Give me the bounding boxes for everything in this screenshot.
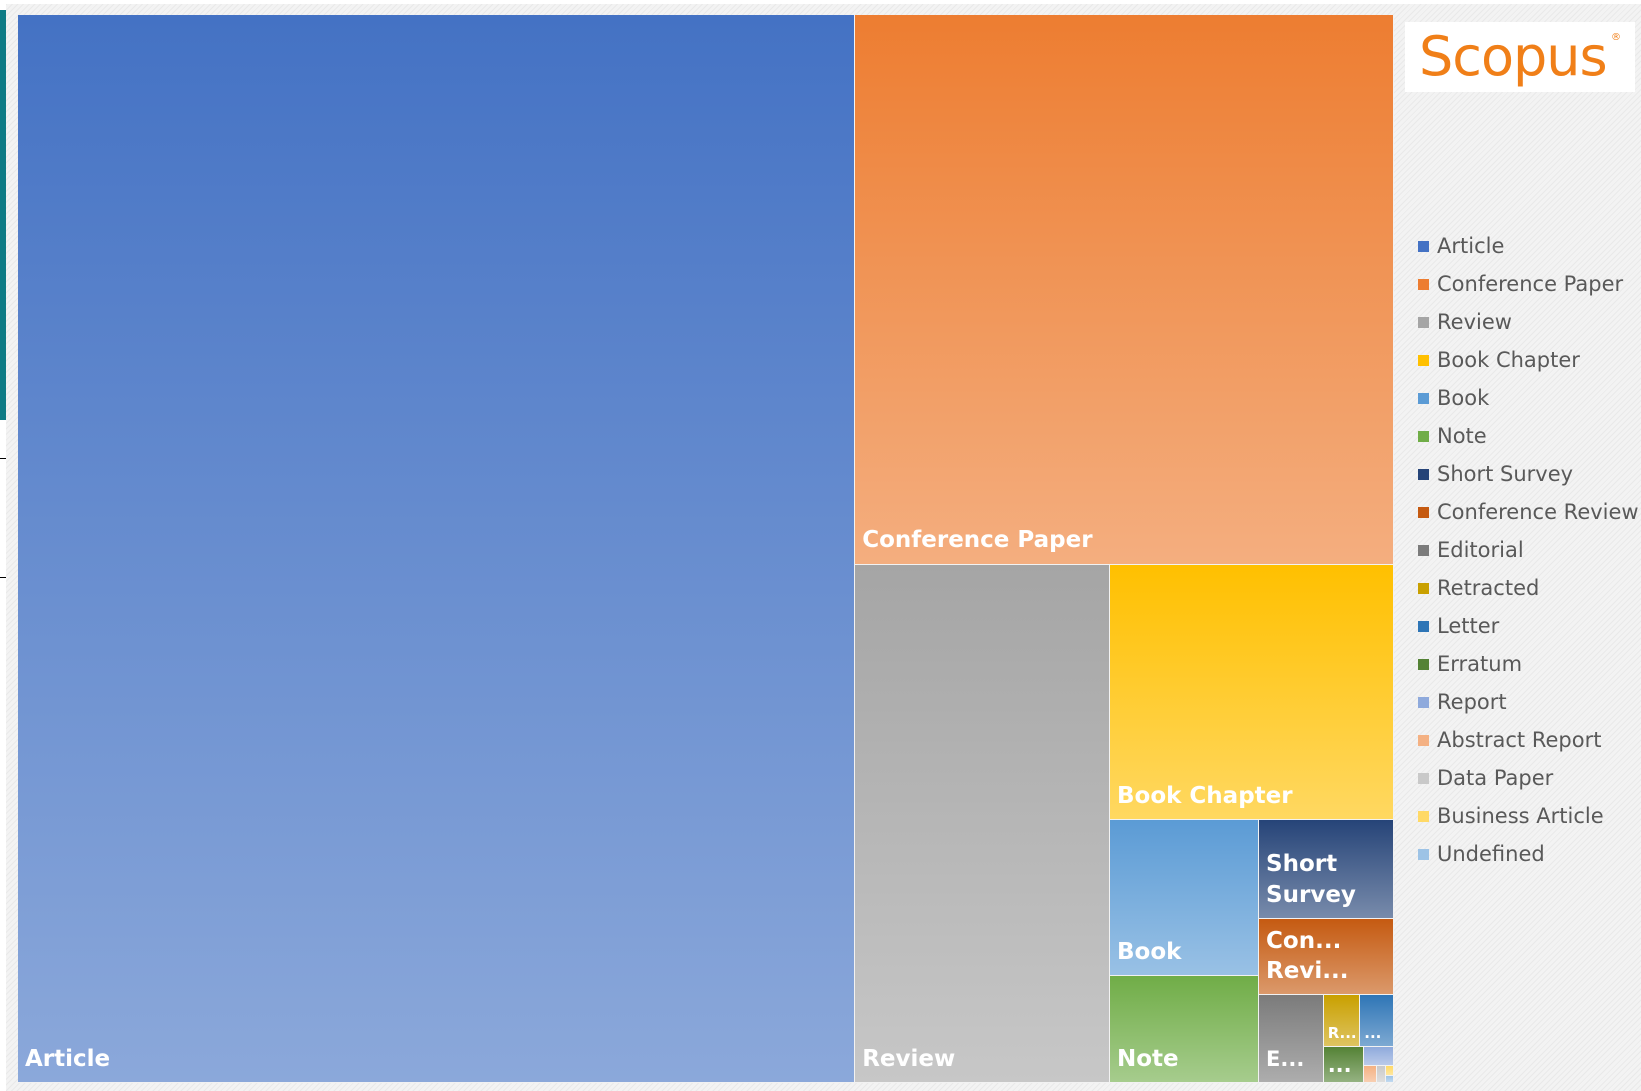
legend-item-undefined: Undefined	[1418, 838, 1545, 870]
tile-review: Review	[855, 564, 1110, 1083]
tile-label: Book Chapter	[1116, 782, 1293, 809]
tile-book-chapter: Book Chapter	[1109, 564, 1394, 821]
legend-label: Conference Paper	[1437, 272, 1624, 296]
tile-erratum: ...	[1323, 1047, 1365, 1083]
legend-item-conference-paper: Conference Paper	[1418, 268, 1623, 300]
tile-label: Short Survey	[1266, 851, 1356, 908]
legend-label: Undefined	[1437, 842, 1545, 866]
legend-label: Article	[1437, 234, 1505, 258]
tile-label: ...	[1364, 1024, 1382, 1043]
legend-item-note: Note	[1418, 420, 1487, 452]
legend-label: Abstract Report	[1437, 728, 1602, 752]
tile-label: E...	[1266, 1047, 1305, 1072]
legend-label: Erratum	[1437, 652, 1523, 676]
legend-swatch	[1418, 430, 1429, 442]
legend-swatch	[1418, 354, 1429, 366]
legend-item-book-chapter: Book Chapter	[1418, 344, 1580, 376]
legend-label: Book	[1437, 386, 1490, 410]
tile-label: R...	[1327, 1024, 1357, 1043]
tile-editorial: E...	[1259, 995, 1324, 1083]
tile-short-survey: Short Survey	[1259, 820, 1394, 920]
legend-swatch	[1418, 658, 1429, 670]
legend-label: Data Paper	[1437, 766, 1554, 790]
left-edge-bar	[0, 10, 7, 420]
tile-conference-review: Con... Revi...	[1259, 919, 1394, 996]
tile-label: Article	[25, 1045, 111, 1072]
legend-swatch	[1418, 810, 1429, 822]
tile-abstract-report	[1364, 1066, 1378, 1083]
tile-label: Con... Revi...	[1266, 927, 1349, 985]
legend-swatch	[1418, 316, 1429, 328]
legend-label: Short Survey	[1437, 462, 1574, 486]
tile-retracted: R...	[1323, 995, 1361, 1048]
legend-label: Book Chapter	[1437, 348, 1580, 372]
tile-label: Conference Paper	[862, 527, 1093, 554]
legend-item-abstract-report: Abstract Report	[1418, 724, 1601, 756]
legend-label: Business Article	[1437, 804, 1604, 828]
legend-item-conference-review: Conference Review	[1418, 496, 1639, 528]
tile-label: Review	[862, 1045, 956, 1072]
legend-label: Review	[1437, 310, 1512, 334]
legend-item-letter: Letter	[1418, 610, 1499, 642]
legend-item-article: Article	[1418, 230, 1504, 262]
tile-business-article	[1386, 1066, 1394, 1076]
legend-item-report: Report	[1418, 686, 1507, 718]
legend-swatch	[1418, 848, 1429, 860]
legend-label: Report	[1437, 690, 1507, 714]
legend-swatch	[1418, 582, 1429, 594]
legend-swatch	[1418, 392, 1429, 404]
logo-registered-mark: ®	[1611, 32, 1621, 43]
legend-item-short-survey: Short Survey	[1418, 458, 1573, 490]
legend-label: Editorial	[1437, 538, 1524, 562]
tile-label: Book	[1116, 938, 1182, 965]
legend-item-data-paper: Data Paper	[1418, 762, 1553, 794]
legend-label: Note	[1437, 424, 1487, 448]
tile-report	[1364, 1047, 1394, 1067]
legend-swatch	[1418, 544, 1429, 556]
legend-swatch	[1418, 734, 1429, 746]
legend-swatch	[1418, 696, 1429, 708]
legend-label: Conference Review	[1437, 500, 1639, 524]
tile-book: Book	[1109, 820, 1260, 976]
tile-undefined	[1386, 1075, 1394, 1083]
scopus-logo: Scopus ®	[1405, 22, 1635, 92]
legend-item-book: Book	[1418, 382, 1489, 414]
tile-label: ...	[1327, 1053, 1352, 1078]
tile-data-paper	[1377, 1066, 1387, 1083]
logo-text: Scopus	[1419, 25, 1608, 88]
tile-article: Article	[18, 15, 856, 1083]
legend-swatch	[1418, 468, 1429, 480]
legend-swatch	[1418, 772, 1429, 784]
legend-swatch	[1418, 620, 1429, 632]
legend-swatch	[1418, 506, 1429, 518]
legend-item-business-article: Business Article	[1418, 800, 1604, 832]
legend-item-retracted: Retracted	[1418, 572, 1539, 604]
legend-swatch	[1418, 240, 1429, 252]
tile-label: Note	[1116, 1045, 1179, 1072]
legend-item-editorial: Editorial	[1418, 534, 1524, 566]
legend-swatch	[1418, 278, 1429, 290]
treemap: Article Conference Paper Review Book Chapte…	[18, 15, 1394, 1083]
legend-label: Letter	[1437, 614, 1500, 638]
tile-conference-paper: Conference Paper	[855, 15, 1394, 565]
legend-label: Retracted	[1437, 576, 1540, 600]
legend-item-review: Review	[1418, 306, 1512, 338]
tile-note: Note	[1109, 975, 1260, 1083]
tile-letter: ...	[1360, 995, 1394, 1048]
legend-item-erratum: Erratum	[1418, 648, 1522, 680]
